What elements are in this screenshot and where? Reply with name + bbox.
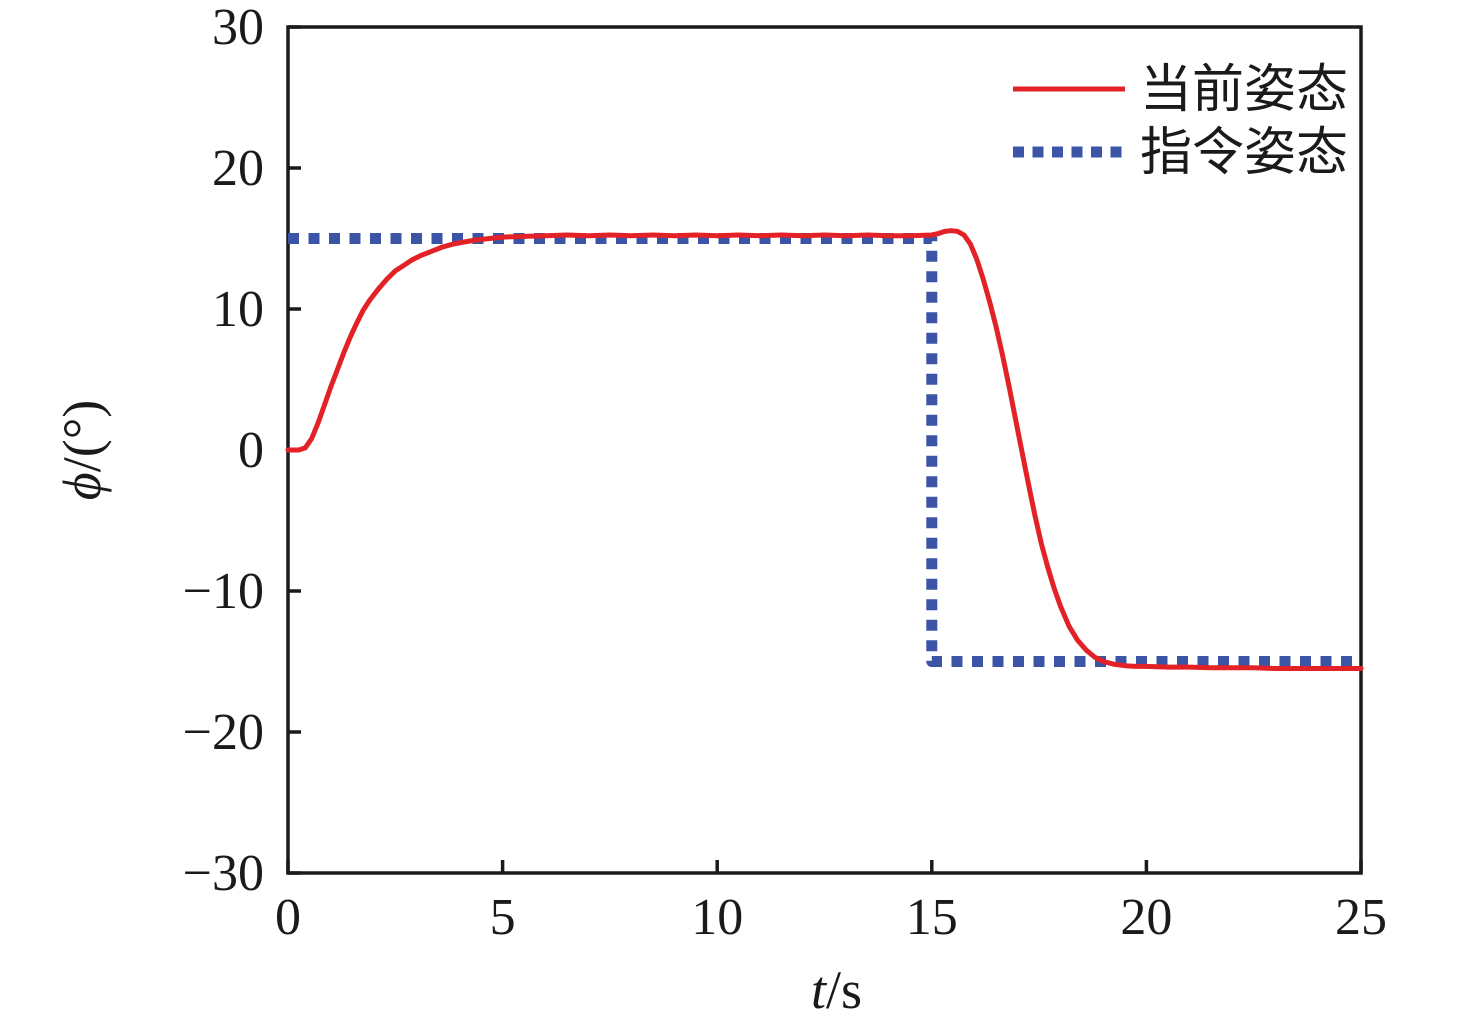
legend-label-command-attitude: 指令姿态: [1140, 125, 1348, 182]
y-tick-label: −10: [183, 563, 264, 620]
x-axis-label: t/s: [811, 960, 862, 1020]
x-tick-label: 5: [490, 889, 516, 946]
x-tick-label: 0: [275, 889, 301, 946]
y-tick-label: 30: [212, 0, 264, 56]
x-tick-label: 20: [1120, 889, 1172, 946]
command-attitude-line: [288, 233, 1361, 667]
current-attitude-line: [285, 228, 1364, 671]
x-tick-label: 15: [906, 889, 958, 946]
y-axis-label: ϕ/(°): [52, 400, 112, 501]
y-tick-label: 0: [238, 422, 264, 479]
x-tick-label: 10: [691, 889, 743, 946]
legend-label-current-attitude: 当前姿态: [1140, 62, 1348, 119]
y-tick-label: −30: [183, 845, 264, 902]
y-tick-label: 10: [212, 281, 264, 338]
y-tick-label: −20: [183, 704, 264, 761]
x-tick-label: 25: [1335, 889, 1387, 946]
y-tick-label: 20: [212, 140, 264, 197]
